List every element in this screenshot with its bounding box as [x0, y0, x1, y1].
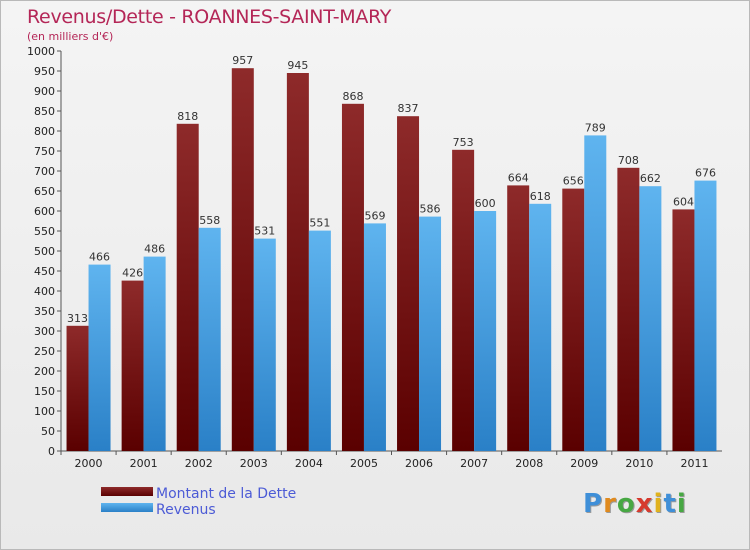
x-tick-label: 2010: [625, 457, 653, 470]
bar-revenus: [529, 203, 552, 451]
legend-label-dette: Montant de la Dette: [156, 486, 297, 502]
value-label-dette: 313: [67, 312, 88, 325]
bar-revenus: [694, 180, 717, 451]
y-tick-label: 750: [34, 145, 55, 158]
y-tick-label: 600: [34, 205, 55, 218]
bar-revenus: [143, 256, 166, 451]
logo-letter: i: [653, 489, 664, 519]
value-label-dette: 426: [122, 267, 143, 280]
x-tick-label: 2003: [240, 457, 268, 470]
value-label-dette: 957: [232, 54, 253, 67]
value-label-revenus: 600: [475, 197, 496, 210]
y-tick-label: 900: [34, 85, 55, 98]
value-label-revenus: 486: [144, 243, 165, 256]
bar-revenus: [419, 216, 442, 451]
bar-revenus: [308, 230, 331, 451]
bar-revenus: [363, 223, 386, 451]
bar-revenus: [88, 264, 111, 451]
chart-title: Revenus/Dette - ROANNES-SAINT-MARY: [27, 6, 392, 28]
value-label-dette: 708: [618, 154, 639, 167]
bar-dette: [507, 185, 530, 451]
logo-letter: x: [635, 489, 654, 519]
logo-letter: t: [663, 489, 677, 519]
x-tick-label: 2000: [75, 457, 103, 470]
bar-dette: [66, 325, 89, 451]
y-tick-label: 650: [34, 185, 55, 198]
x-tick-label: 2008: [515, 457, 543, 470]
value-label-dette: 656: [563, 175, 584, 188]
value-label-dette: 945: [287, 59, 308, 72]
bar-dette: [231, 68, 254, 451]
bar-dette: [562, 188, 585, 451]
y-tick-label: 850: [34, 105, 55, 118]
x-tick-label: 2002: [185, 457, 213, 470]
y-tick-label: 50: [41, 425, 55, 438]
x-tick-label: 2007: [460, 457, 488, 470]
y-tick-label: 250: [34, 345, 55, 358]
value-label-revenus: 558: [199, 214, 220, 227]
x-tick-label: 2009: [570, 457, 598, 470]
bar-dette: [176, 123, 199, 452]
value-label-revenus: 676: [695, 167, 716, 180]
y-tick-label: 150: [34, 385, 55, 398]
proxiti-logo: Proxiti: [583, 489, 687, 519]
value-label-dette: 753: [453, 136, 474, 149]
value-label-revenus: 551: [309, 217, 330, 230]
bar-dette: [286, 73, 309, 451]
y-tick-label: 200: [34, 365, 55, 378]
value-label-revenus: 569: [364, 209, 385, 222]
y-tick-label: 550: [34, 225, 55, 238]
x-tick-label: 2001: [130, 457, 158, 470]
logo-letter: o: [616, 489, 636, 519]
x-tick-label: 2011: [680, 457, 708, 470]
bar-dette: [121, 280, 144, 451]
value-label-dette: 664: [508, 171, 529, 184]
y-tick-label: 350: [34, 305, 55, 318]
y-tick-label: 950: [34, 65, 55, 78]
y-tick-label: 450: [34, 265, 55, 278]
legend-label-revenus: Revenus: [156, 502, 216, 518]
bar-dette: [617, 167, 640, 452]
y-tick-label: 300: [34, 325, 55, 338]
legend-swatch-revenus: [101, 503, 153, 512]
bar-revenus: [639, 186, 662, 451]
y-tick-label: 800: [34, 125, 55, 138]
bar-dette: [672, 209, 695, 451]
value-label-revenus: 662: [640, 172, 661, 185]
chart-subtitle: (en milliers d'€): [27, 30, 114, 43]
value-label-revenus: 586: [420, 203, 441, 216]
bar-revenus: [474, 211, 497, 451]
bar-revenus: [584, 135, 607, 451]
value-label-revenus: 531: [254, 225, 275, 238]
bar-dette: [397, 116, 420, 451]
value-label-revenus: 789: [585, 121, 606, 134]
y-tick-label: 0: [48, 445, 55, 458]
y-tick-label: 700: [34, 165, 55, 178]
logo-letter: i: [676, 489, 687, 519]
y-tick-label: 1000: [27, 45, 55, 58]
bar-dette: [341, 103, 364, 452]
x-tick-label: 2005: [350, 457, 378, 470]
y-tick-label: 500: [34, 245, 55, 258]
value-label-revenus: 466: [89, 251, 110, 264]
y-tick-label: 400: [34, 285, 55, 298]
value-label-dette: 837: [398, 102, 419, 115]
bar-dette: [452, 149, 475, 452]
value-label-dette: 868: [342, 90, 363, 103]
y-tick-label: 100: [34, 405, 55, 418]
bar-revenus: [253, 238, 276, 451]
logo-letter: P: [583, 489, 604, 519]
legend-swatch-dette: [101, 487, 153, 496]
value-label-revenus: 618: [530, 190, 551, 203]
value-label-dette: 818: [177, 110, 198, 123]
x-tick-label: 2006: [405, 457, 433, 470]
x-tick-label: 2004: [295, 457, 323, 470]
bar-revenus: [198, 227, 221, 451]
value-label-dette: 604: [673, 195, 694, 208]
logo-letter: r: [603, 489, 617, 519]
